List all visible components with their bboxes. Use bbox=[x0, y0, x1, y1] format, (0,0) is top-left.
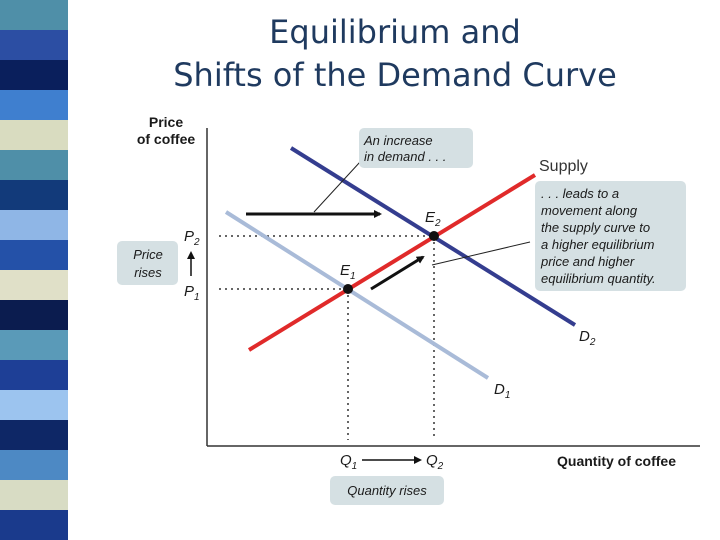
equilibrium-e1-label: E1 bbox=[340, 262, 356, 282]
price-rises-callout-box bbox=[117, 241, 178, 285]
stripe-block bbox=[0, 480, 68, 510]
increase-callout-line-1: An increase bbox=[363, 133, 433, 148]
demand-d2-label: D2 bbox=[579, 328, 596, 348]
price-rises-line-1: Price bbox=[133, 247, 163, 262]
demand-curve-d1 bbox=[224, 210, 490, 380]
stripe-block bbox=[0, 450, 68, 480]
quantity-q1-label: Q1 bbox=[340, 452, 357, 472]
stripe-block bbox=[0, 330, 68, 360]
leads-callout-line-5: price and higher bbox=[540, 254, 635, 269]
price-p2-label: P2 bbox=[184, 228, 200, 248]
stripe-block bbox=[0, 0, 68, 30]
leads-callout-line-4: a higher equilibrium bbox=[541, 237, 655, 252]
slide-title-line-2: Shifts of the Demand Curve bbox=[173, 56, 617, 94]
quantity-q2-label: Q2 bbox=[426, 452, 444, 472]
y-axis-label-line-2: of coffee bbox=[137, 131, 196, 147]
decorative-stripe bbox=[0, 0, 68, 540]
leads-callout-line-2: movement along bbox=[541, 203, 638, 218]
stripe-block bbox=[0, 180, 68, 210]
slide-title-line-1: Equilibrium and bbox=[269, 13, 521, 51]
leads-callout-line-1: . . . leads to a bbox=[541, 186, 619, 201]
stripe-block bbox=[0, 270, 68, 300]
stripe-block bbox=[0, 90, 68, 120]
y-axis-label-line-1: Price bbox=[149, 114, 183, 130]
increase-callout-box bbox=[359, 128, 473, 168]
leads-callout-box bbox=[535, 181, 686, 291]
leads-callout-line-3: the supply curve to bbox=[541, 220, 650, 235]
stripe-block bbox=[0, 300, 68, 330]
equilibrium-e2-label: E2 bbox=[425, 209, 441, 229]
stripe-block bbox=[0, 30, 68, 60]
supply-curve bbox=[247, 173, 537, 352]
quantity-rises-callout-box bbox=[330, 476, 444, 505]
stripe-block bbox=[0, 120, 68, 150]
stripe-block bbox=[0, 510, 68, 540]
increase-callout-line-2: in demand . . . bbox=[364, 149, 446, 164]
stripe-block bbox=[0, 390, 68, 420]
stripe-block bbox=[0, 150, 68, 180]
quantity-rises-text: Quantity rises bbox=[347, 483, 427, 498]
leads-pointer-line bbox=[431, 241, 531, 266]
stripe-block bbox=[0, 420, 68, 450]
price-p1-label: P1 bbox=[184, 283, 200, 303]
stripe-block bbox=[0, 210, 68, 240]
x-axis-label: Quantity of coffee bbox=[557, 453, 676, 469]
stripe-block bbox=[0, 240, 68, 270]
equilibrium-point-e2 bbox=[429, 231, 439, 241]
stripe-block bbox=[0, 60, 68, 90]
demand-d1-label: D1 bbox=[494, 381, 510, 401]
movement-arrow bbox=[370, 255, 425, 291]
leads-callout-line-6: equilibrium quantity. bbox=[541, 271, 656, 286]
stripe-block bbox=[0, 360, 68, 390]
equilibrium-point-e1 bbox=[343, 284, 353, 294]
price-rises-line-2: rises bbox=[134, 265, 162, 280]
supply-curve-label: Supply bbox=[539, 158, 588, 175]
increase-pointer-line bbox=[313, 161, 361, 213]
